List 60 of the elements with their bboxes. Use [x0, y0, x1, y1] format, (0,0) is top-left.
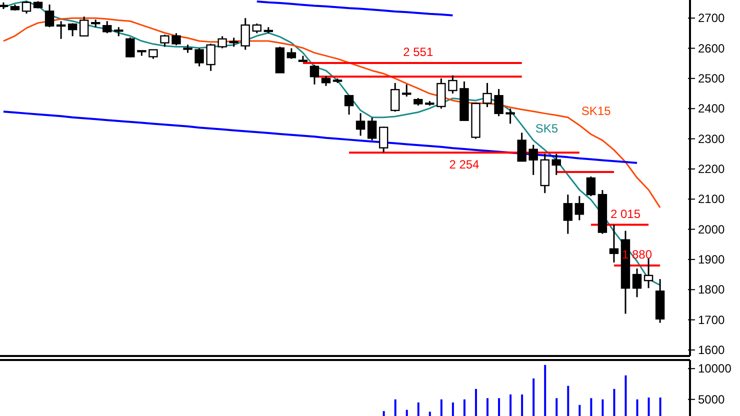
candlestick — [310, 64, 320, 86]
candlestick — [482, 82, 492, 108]
candlestick — [344, 94, 354, 116]
candlestick — [644, 257, 654, 289]
y-tick-label: 1900 — [698, 252, 726, 266]
candlestick — [286, 48, 296, 60]
candlestick — [102, 20, 112, 34]
y-tick-label: 2400 — [698, 102, 726, 116]
series-label: 2 015 — [610, 206, 641, 221]
series-label: 2 551 — [403, 45, 434, 60]
candlestick — [494, 88, 504, 117]
candlestick — [356, 112, 366, 137]
candlestick — [378, 126, 388, 154]
y-tick-label: 2600 — [698, 41, 726, 56]
candlestick — [240, 17, 250, 51]
series-label: SK15 — [581, 104, 612, 118]
candlestick — [44, 4, 54, 28]
candlestick — [321, 75, 331, 87]
candlestick — [126, 36, 135, 58]
candlestick — [574, 195, 584, 221]
y-tick-label: 1800 — [698, 282, 726, 297]
candlestick — [56, 20, 66, 40]
candlestick — [436, 78, 446, 110]
candlestick — [79, 16, 89, 37]
candlestick — [172, 32, 181, 46]
y-tick-label: 1600 — [698, 342, 726, 357]
candlestick — [448, 74, 458, 94]
y-tick-label: 1700 — [698, 312, 726, 327]
candlestick — [68, 22, 78, 37]
line-series — [256, 0, 454, 16]
y-tick-label: 2000 — [698, 222, 726, 236]
candlestick — [390, 82, 400, 112]
candlestick — [517, 132, 526, 162]
y-tick-label: 5000 — [698, 392, 726, 406]
candlestick — [586, 176, 596, 197]
y-tick-label: 2500 — [698, 71, 726, 86]
y-tick-label: 10000 — [698, 362, 732, 376]
candlestick — [148, 49, 158, 60]
series-label: 1 880 — [622, 247, 652, 262]
y-tick-label: 2100 — [698, 192, 726, 206]
candlestick — [229, 36, 238, 48]
candlestick — [367, 116, 377, 142]
candlestick — [632, 268, 642, 298]
candlestick — [563, 194, 572, 235]
series-label: 2 254 — [449, 158, 480, 172]
candlestick — [252, 22, 262, 34]
candlestick — [402, 84, 412, 98]
series-label: SK5 — [535, 121, 558, 136]
y-tick-label: 2300 — [698, 132, 726, 146]
candlestick — [506, 108, 515, 124]
candlestick — [218, 35, 227, 50]
candlestick — [552, 153, 561, 176]
candlestick — [609, 224, 619, 264]
y-tick-label: 2700 — [698, 11, 726, 26]
candlestick — [206, 42, 216, 72]
candlestick — [114, 26, 124, 37]
candlestick — [160, 34, 170, 48]
y-tick-label: 2200 — [698, 162, 726, 176]
candlestick — [194, 48, 204, 68]
candlestick — [528, 144, 538, 176]
